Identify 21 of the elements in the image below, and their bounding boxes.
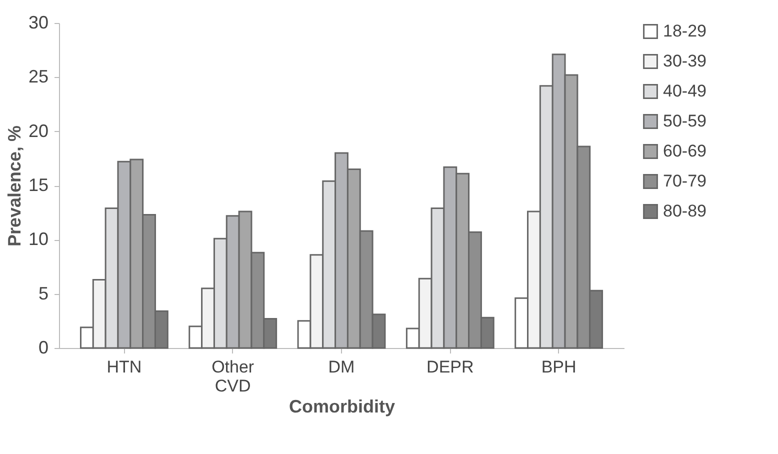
y-tick-label: 25 (28, 66, 48, 87)
x-tick-label: Other CVD (212, 358, 254, 396)
y-tick-label: 30 (28, 12, 48, 32)
y-axis-title: Prevalence, % (4, 125, 24, 247)
x-tick-label: DM (328, 358, 355, 376)
y-tick-label: 0 (38, 338, 48, 358)
y-tick-label: 10 (28, 229, 48, 250)
x-axis-title: Comorbidity (289, 396, 395, 416)
legend-label: 18-29 (663, 22, 706, 40)
legend-label: 40-49 (663, 82, 706, 100)
legend-label: 80-89 (663, 202, 706, 220)
y-tick-label: 5 (38, 283, 48, 304)
y-tick-label: 15 (28, 175, 48, 195)
legend-label: 60-69 (663, 142, 706, 160)
legend-label: 70-79 (663, 172, 706, 190)
y-tick-label: 20 (28, 120, 48, 141)
x-tick-label: DEPR (426, 358, 474, 376)
x-tick-label: HTN (106, 358, 142, 376)
legend-label: 50-59 (663, 112, 706, 130)
x-tick-label: BPH (541, 358, 576, 376)
legend-label: 30-39 (663, 52, 706, 70)
